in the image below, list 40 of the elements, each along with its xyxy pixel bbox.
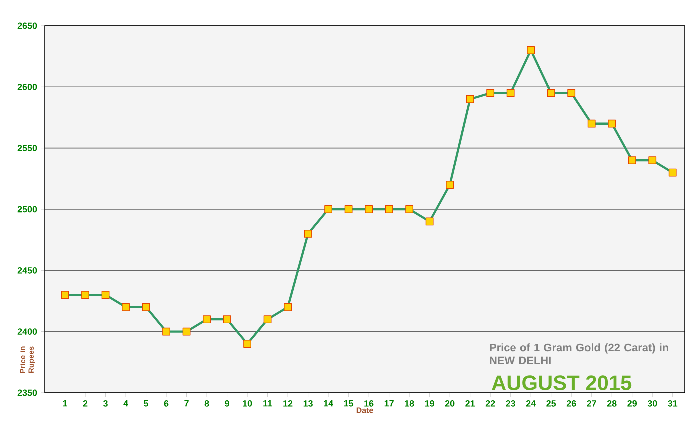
x-tick-label: 16 bbox=[364, 400, 374, 407]
x-tick-label: 11 bbox=[264, 400, 272, 407]
y-tick-label: 2500 bbox=[18, 206, 38, 213]
x-tick-label: 31 bbox=[668, 400, 678, 407]
x-tick-label: 13 bbox=[304, 400, 313, 407]
text: AUGUST 2015 bbox=[492, 376, 632, 390]
x-tick-label: 24 bbox=[526, 400, 536, 407]
x-tick-label: 26 bbox=[566, 400, 576, 407]
x-tick-label: 5 bbox=[144, 400, 149, 407]
y-tick-label: 2550 bbox=[18, 145, 38, 152]
x-tick-label: 25 bbox=[546, 400, 556, 407]
x-tick-label: 12 bbox=[284, 400, 293, 407]
x-tick-label: 6 bbox=[164, 400, 169, 407]
x-tick-label: 22 bbox=[486, 400, 496, 407]
x-tick-label: 20 bbox=[445, 400, 455, 407]
x-tick-label: 2 bbox=[83, 400, 88, 407]
y-tick-label: 2350 bbox=[18, 390, 38, 396]
x-tick-label: 3 bbox=[103, 400, 108, 407]
y-tick-label: 2650 bbox=[18, 22, 38, 30]
y-tick-label: 2450 bbox=[18, 267, 38, 274]
x-tick-label: 7 bbox=[184, 400, 189, 407]
x-tick-label: 9 bbox=[225, 400, 230, 407]
x-tick-label: 30 bbox=[648, 400, 658, 407]
y-tick-label: 2600 bbox=[18, 84, 38, 90]
x-tick-label: 27 bbox=[587, 400, 596, 407]
x-tick-label: 17 bbox=[384, 400, 394, 407]
x-tick-label: 18 bbox=[405, 400, 414, 407]
x-tick-label: 21 bbox=[466, 400, 476, 407]
x-tick-label: 23 bbox=[506, 400, 516, 407]
x-tick-label: 4 bbox=[124, 400, 128, 407]
x-tick-label: 1 bbox=[63, 400, 68, 407]
x-tick-label: 15 bbox=[344, 400, 354, 407]
y-tick-label: 2400 bbox=[18, 328, 38, 335]
x-tick-label: 8 bbox=[204, 400, 210, 407]
x-tick-label: 10 bbox=[243, 400, 252, 407]
x-tick-label: 19 bbox=[425, 400, 434, 407]
x-tick-label: 28 bbox=[607, 400, 617, 407]
x-tick-label: 14 bbox=[324, 400, 334, 407]
text: Price of 1 Gram Gold (22 Carat) in NEW DELHI bbox=[490, 344, 668, 364]
x-tick-label: 29 bbox=[628, 400, 638, 407]
